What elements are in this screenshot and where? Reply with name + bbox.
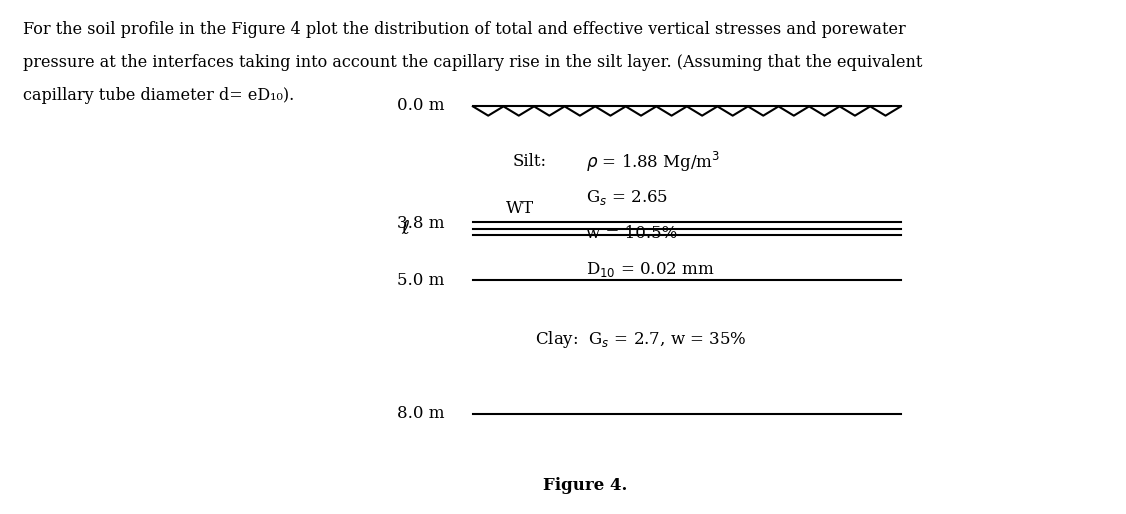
Text: Silt:: Silt:	[512, 153, 546, 171]
Text: WT: WT	[507, 200, 534, 217]
Text: Figure 4.: Figure 4.	[544, 477, 627, 494]
Text: 8.0 m: 8.0 m	[397, 405, 445, 423]
Text: G$_s$ = 2.65: G$_s$ = 2.65	[586, 189, 668, 207]
Text: 0.0 m: 0.0 m	[397, 97, 445, 114]
Text: capillary tube diameter d= eD₁₀).: capillary tube diameter d= eD₁₀).	[23, 87, 294, 104]
Text: 5.0 m: 5.0 m	[397, 271, 445, 289]
Text: $\rho$ = 1.88 Mg/m$^3$: $\rho$ = 1.88 Mg/m$^3$	[586, 150, 720, 174]
Text: D$_{10}$ = 0.02 mm: D$_{10}$ = 0.02 mm	[586, 261, 714, 279]
Text: For the soil profile in the Figure 4 plot the distribution of total and effectiv: For the soil profile in the Figure 4 plo…	[23, 21, 905, 38]
Text: 3.8 m: 3.8 m	[397, 215, 445, 232]
Text: pressure at the interfaces taking into account the capillary rise in the silt la: pressure at the interfaces taking into a…	[23, 54, 922, 71]
Text: w = 10.5%: w = 10.5%	[586, 225, 677, 243]
Text: Clay:  G$_s$ = 2.7, w = 35%: Clay: G$_s$ = 2.7, w = 35%	[535, 329, 747, 350]
Text: $\ell$: $\ell$	[401, 219, 410, 238]
